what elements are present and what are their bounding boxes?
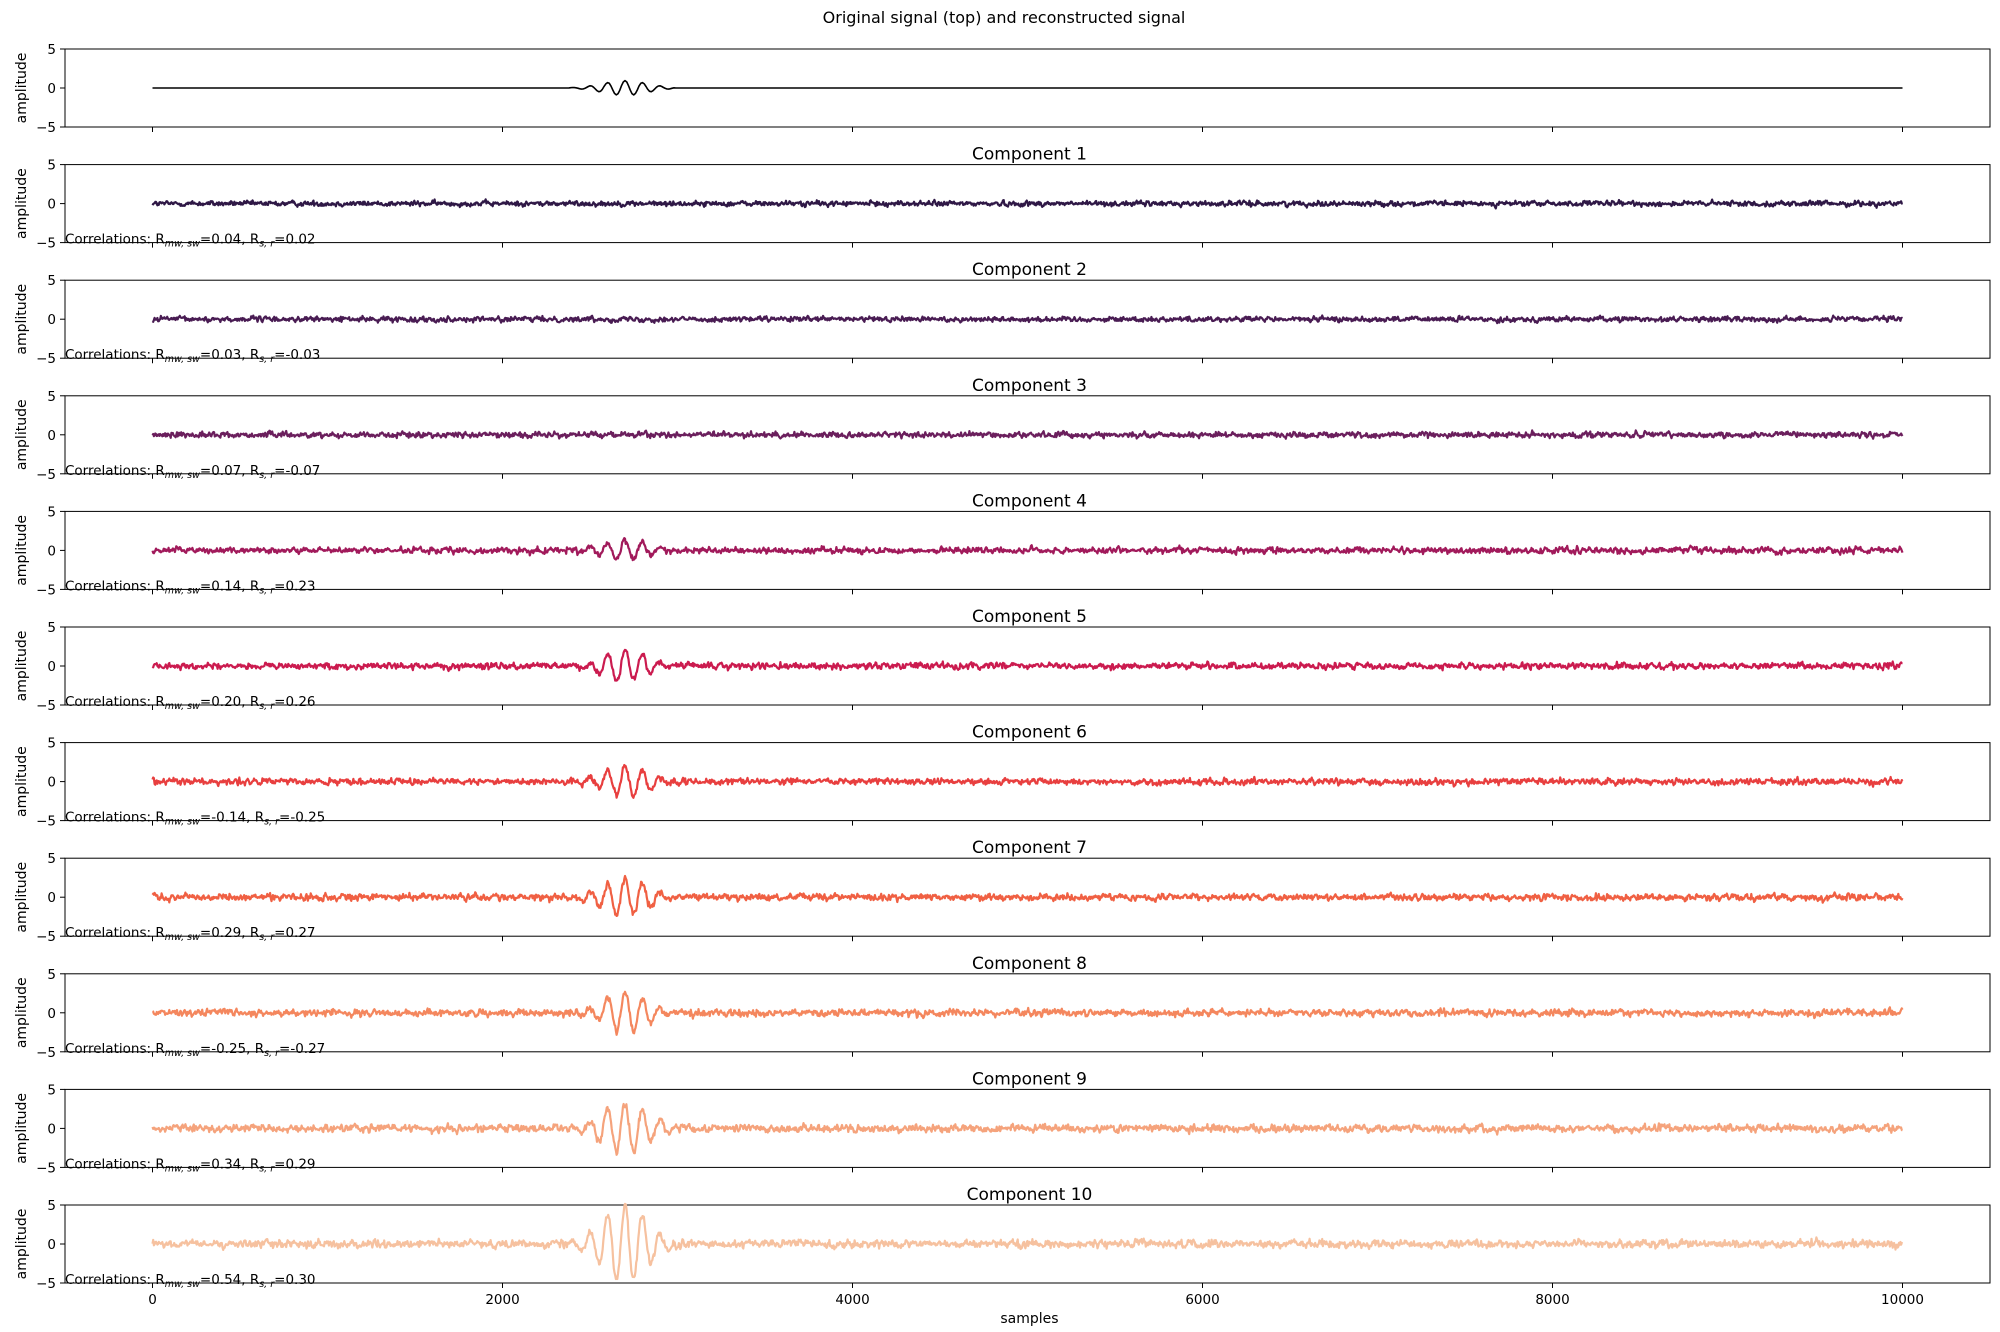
panel-title: Component 3 <box>972 376 1087 396</box>
y-tick-label: −5 <box>36 236 56 252</box>
signal-line <box>151 990 1904 1036</box>
y-tick-label: 0 <box>47 890 56 906</box>
panel-7: −5 0 5 amplitude Component 7 Correlations: Rm… <box>14 838 1991 945</box>
figure-suptitle: Original signal (top) and reconstructed … <box>823 8 1186 27</box>
panels-container: −5 0 5 amplitude −5 0 5 amplitude Component 1 Cor… <box>14 42 1991 1327</box>
y-tick-label: 5 <box>47 273 56 289</box>
correlation-annotation: Correlations: Rmw, sw=-0.14, Rs, r=-0.25 <box>65 810 325 828</box>
x-tick-label: 0 <box>148 1292 157 1308</box>
panel-title: Component 4 <box>972 491 1087 511</box>
y-tick-label: 5 <box>47 389 56 405</box>
panel-title: Component 1 <box>972 145 1087 165</box>
signal-line <box>151 198 1904 210</box>
x-tick-label: 6000 <box>1185 1292 1219 1308</box>
correlation-annotation: Correlations: Rmw, sw=0.14, Rs, r=0.23 <box>65 578 316 596</box>
panel-4: −5 0 5 amplitude Component 4 Correlations: Rm… <box>14 491 1991 598</box>
y-tick-label: −5 <box>36 582 56 598</box>
y-tick-label: 5 <box>47 504 56 520</box>
y-tick-label: 0 <box>47 775 56 791</box>
y-axis-label: amplitude <box>14 399 30 470</box>
y-tick-label: 0 <box>47 659 56 675</box>
correlation-annotation: Correlations: Rmw, sw=-0.25, Rs, r=-0.27 <box>65 1041 325 1059</box>
signal-line <box>151 429 1904 440</box>
panel-2: −5 0 5 amplitude Component 2 Correlations: Rm… <box>14 260 1991 367</box>
y-axis-label: amplitude <box>14 631 30 702</box>
panel-title: Component 6 <box>972 723 1087 743</box>
signal-line <box>151 1102 1903 1156</box>
y-tick-label: 5 <box>47 1082 56 1098</box>
panel-1: −5 0 5 amplitude Component 1 Correlations: Rm… <box>14 145 1991 252</box>
y-tick-label: −5 <box>36 467 56 483</box>
y-axis-label: amplitude <box>14 168 30 239</box>
correlation-annotation: Correlations: Rmw, sw=0.20, Rs, r=0.26 <box>65 694 316 712</box>
y-tick-label: −5 <box>36 120 56 136</box>
y-tick-label: −5 <box>36 698 56 714</box>
y-axis-label: amplitude <box>14 977 30 1048</box>
y-tick-label: 5 <box>47 620 56 636</box>
y-tick-label: 5 <box>47 967 56 983</box>
y-tick-label: 5 <box>47 42 56 58</box>
correlation-annotation: Correlations: Rmw, sw=0.29, Rs, r=0.27 <box>65 925 316 943</box>
correlation-annotation: Correlations: Rmw, sw=0.54, Rs, r=0.30 <box>65 1272 316 1290</box>
y-tick-label: 0 <box>47 543 56 559</box>
panel-title: Component 8 <box>972 954 1087 974</box>
y-tick-label: 0 <box>47 1237 56 1253</box>
x-tick-label: 8000 <box>1535 1292 1569 1308</box>
panel-6: −5 0 5 amplitude Component 6 Correlations: Rm… <box>14 723 1991 830</box>
y-axis-label: amplitude <box>14 53 30 124</box>
signal-line <box>151 537 1904 562</box>
x-axis-label: samples <box>1000 1311 1058 1327</box>
y-tick-label: −5 <box>36 351 56 367</box>
y-axis-label: amplitude <box>14 515 30 586</box>
y-tick-label: 0 <box>47 1121 56 1137</box>
signal-line <box>151 648 1903 682</box>
y-axis-label: amplitude <box>14 746 30 817</box>
signal-line <box>151 763 1904 799</box>
panel-title: Component 10 <box>967 1185 1093 1205</box>
y-tick-label: 5 <box>47 736 56 752</box>
y-tick-label: 0 <box>47 197 56 213</box>
y-axis-label: amplitude <box>14 284 30 355</box>
y-axis-label: amplitude <box>14 1209 30 1280</box>
y-tick-label: 5 <box>47 158 56 174</box>
y-tick-label: −5 <box>36 1160 56 1176</box>
x-tick-label: 10000 <box>1881 1292 1924 1308</box>
panel-9: −5 0 5 amplitude Component 9 Correlations: Rm… <box>14 1069 1991 1176</box>
y-tick-label: −5 <box>36 1276 56 1292</box>
y-tick-label: 5 <box>47 851 56 867</box>
panel-0: −5 0 5 amplitude <box>14 42 1991 136</box>
correlation-annotation: Correlations: Rmw, sw=0.07, Rs, r=-0.07 <box>65 463 320 481</box>
y-tick-label: −5 <box>36 1045 56 1061</box>
y-tick-label: 5 <box>47 1198 56 1214</box>
panel-title: Component 7 <box>972 838 1087 858</box>
panel-title: Component 2 <box>972 260 1087 280</box>
y-tick-label: 0 <box>47 312 56 328</box>
x-tick-label: 4000 <box>835 1292 869 1308</box>
panel-3: −5 0 5 amplitude Component 3 Correlations: Rm… <box>14 376 1991 483</box>
correlation-annotation: Correlations: Rmw, sw=0.03, Rs, r=-0.03 <box>65 347 320 365</box>
panel-10: −5 0 5 amplitude Component 10 Correlations: R… <box>14 1185 1991 1327</box>
signal-line <box>151 314 1903 325</box>
y-axis-label: amplitude <box>14 862 30 933</box>
panel-title: Component 5 <box>972 607 1087 627</box>
panel-title: Component 9 <box>972 1069 1087 1089</box>
correlation-annotation: Correlations: Rmw, sw=0.34, Rs, r=0.29 <box>65 1156 316 1174</box>
signal-line <box>152 79 1903 96</box>
signal-line <box>151 874 1904 917</box>
y-axis-label: amplitude <box>14 1093 30 1164</box>
correlation-annotation: Correlations: Rmw, sw=0.04, Rs, r=0.02 <box>65 232 316 250</box>
panel-5: −5 0 5 amplitude Component 5 Correlations: Rm… <box>14 607 1991 714</box>
y-tick-label: 0 <box>47 81 56 97</box>
panel-8: −5 0 5 amplitude Component 8 Correlations: Rm… <box>14 954 1991 1061</box>
y-tick-label: 0 <box>47 428 56 444</box>
x-tick-label: 2000 <box>485 1292 519 1308</box>
y-tick-label: −5 <box>36 929 56 945</box>
y-tick-label: 0 <box>47 1006 56 1022</box>
signal-line <box>151 1202 1904 1281</box>
y-tick-label: −5 <box>36 814 56 830</box>
